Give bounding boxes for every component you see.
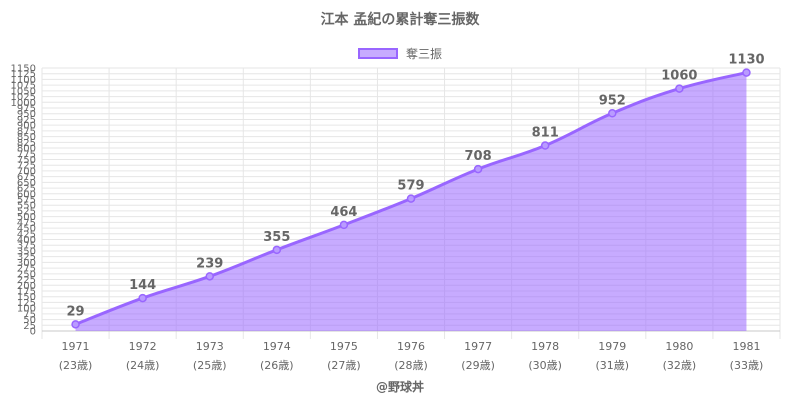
data-point [742, 68, 751, 77]
x-tick-label: 1978 [531, 340, 559, 353]
data-point [71, 320, 80, 329]
x-tick-label: 1973 [196, 340, 224, 353]
y-tick-label: 200 [17, 281, 36, 292]
data-label: 811 [532, 126, 559, 141]
data-point [272, 245, 282, 255]
y-tick-label: 25 [23, 321, 36, 332]
y-tick-label: 575 [17, 195, 36, 206]
data-point [675, 84, 684, 93]
x-tick-sublabel: (33歳) [730, 359, 764, 372]
y-tick-label: 900 [17, 121, 36, 132]
y-tick-label: 975 [17, 104, 36, 115]
data-label: 29 [66, 304, 84, 319]
y-tick-label: 1050 [11, 86, 36, 97]
legend-swatch [357, 48, 398, 59]
chart-title: 江本 孟紀の累計奪三振数 [320, 12, 480, 28]
y-tick-label: 375 [17, 241, 36, 252]
y-tick-label: 500 [17, 212, 36, 223]
data-label: 355 [263, 230, 290, 245]
y-tick-label: 225 [17, 275, 36, 286]
y-tick-label: 125 [17, 298, 36, 309]
y-tick-label: 1075 [11, 81, 36, 92]
y-tick-label: 725 [17, 161, 36, 172]
y-tick-label: 550 [17, 201, 36, 212]
data-label: 1060 [661, 69, 697, 84]
data-label: 1130 [728, 53, 764, 68]
y-tick-label: 0 [30, 327, 36, 338]
y-tick-label: 925 [17, 115, 36, 126]
x-tick-label: 1974 [263, 340, 291, 353]
y-tick-label: 825 [17, 138, 36, 149]
x-tick-label: 1972 [129, 340, 157, 353]
y-tick-label: 100 [17, 304, 36, 315]
data-point [540, 141, 550, 150]
data-point [473, 164, 483, 174]
x-tick-sublabel: (32歳) [663, 359, 697, 372]
x-tick-sublabel: (28歳) [394, 359, 428, 372]
x-tick-sublabel: (23歳) [59, 359, 93, 372]
x-tick-label: 1979 [598, 340, 626, 353]
y-tick-label: 400 [17, 235, 36, 246]
y-tick-label: 1125 [11, 69, 36, 80]
data-point [138, 293, 147, 303]
data-label: 144 [129, 278, 156, 293]
y-tick-label: 50 [23, 315, 36, 326]
x-tick-sublabel: (31歳) [595, 359, 629, 372]
data-label: 579 [397, 179, 424, 194]
x-tick-label: 1977 [464, 340, 492, 353]
y-tick-label: 1025 [11, 92, 36, 103]
y-tick-label: 250 [17, 269, 36, 280]
y-tick-label: 1150 [11, 64, 36, 75]
x-tick-label: 1975 [330, 340, 358, 353]
data-label: 464 [330, 205, 357, 220]
y-tick-label: 350 [17, 246, 36, 257]
x-tick-sublabel: (29歳) [461, 359, 495, 372]
y-tick-label: 275 [17, 264, 36, 275]
y-tick-label: 850 [17, 132, 36, 143]
y-tick-label: 525 [17, 206, 36, 217]
x-tick-label: 1981 [732, 340, 760, 353]
x-tick-sublabel: (25歳) [193, 359, 227, 372]
x-tick-sublabel: (30歳) [528, 359, 562, 372]
data-label: 239 [196, 256, 223, 271]
y-tick-label: 475 [17, 218, 36, 229]
x-tick-sublabel: (24歳) [126, 359, 160, 372]
data-label: 952 [599, 93, 626, 108]
y-tick-label: 75 [23, 309, 36, 320]
data-label: 708 [465, 149, 492, 164]
y-tick-label: 625 [17, 184, 36, 195]
x-tick-label: 1976 [397, 340, 425, 353]
data-point [608, 109, 617, 118]
y-tick-label: 1100 [11, 75, 36, 86]
y-tick-label: 425 [17, 229, 36, 240]
y-tick-label: 600 [17, 189, 36, 200]
y-tick-label: 325 [17, 252, 36, 263]
y-tick-label: 750 [17, 155, 36, 166]
legend-label: 奪三振 [405, 47, 442, 61]
credit-text: @野球丼 [375, 380, 424, 394]
y-tick-label: 175 [17, 286, 36, 297]
y-tick-label: 300 [17, 258, 36, 269]
y-tick-label: 800 [17, 144, 36, 155]
x-tick-sublabel: (27歳) [327, 359, 361, 372]
data-point [205, 272, 214, 281]
x-tick-label: 1980 [665, 340, 693, 353]
y-tick-label: 675 [17, 172, 36, 183]
y-tick-label: 650 [17, 178, 36, 189]
y-tick-label: 150 [17, 292, 36, 303]
y-tick-label: 700 [17, 166, 36, 177]
y-tick-label: 450 [17, 224, 36, 235]
y-tick-label: 875 [17, 126, 36, 137]
y-tick-label: 950 [17, 109, 36, 120]
y-tick-label: 1000 [11, 98, 36, 109]
x-tick-label: 1971 [62, 340, 90, 353]
x-tick-sublabel: (26歳) [260, 359, 294, 372]
y-tick-label: 775 [17, 149, 36, 160]
legend[interactable]: 奪三振 [0, 45, 800, 62]
data-point [406, 194, 416, 203]
data-point [339, 220, 349, 230]
